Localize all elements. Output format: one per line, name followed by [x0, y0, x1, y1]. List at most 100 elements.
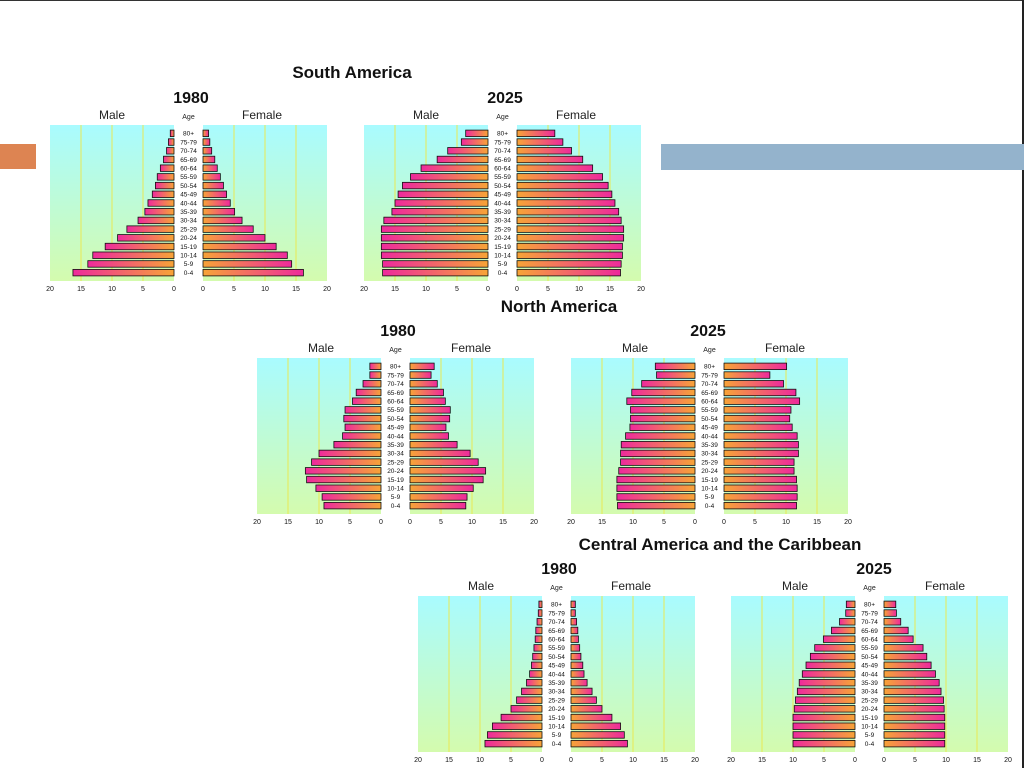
bar-male-40-44	[342, 432, 382, 440]
bar-male-20-24	[793, 705, 856, 713]
male-label: Male	[622, 341, 648, 355]
bar-male-5-9	[792, 731, 856, 739]
age-label: 40-44	[387, 433, 404, 440]
age-label: 70-74	[494, 148, 511, 155]
age-label: 75-79	[701, 372, 718, 379]
bar-female-80+	[883, 600, 897, 609]
age-label: 65-69	[701, 390, 718, 397]
age-label: 45-49	[861, 663, 878, 670]
bar-female-65-69	[409, 388, 444, 397]
x-tick-label: 10	[108, 286, 116, 293]
bar-male-45-49	[805, 661, 856, 669]
age-label: 20-24	[180, 235, 197, 242]
age-label: 50-54	[494, 183, 511, 190]
age-label: 40-44	[861, 671, 878, 678]
age-label: 5-9	[552, 732, 562, 739]
x-tick-label: 0	[408, 519, 412, 526]
bar-female-15-19	[202, 242, 277, 251]
bar-female-55-59	[516, 173, 603, 181]
bar-female-50-54	[516, 181, 609, 190]
region-title-north-america: North America	[501, 297, 618, 316]
age-label: 15-19	[494, 244, 511, 251]
bar-female-60-64	[723, 397, 801, 405]
x-tick-label: 20	[637, 286, 645, 293]
bar-male-70-74	[447, 147, 489, 155]
age-label: 0-4	[498, 270, 508, 277]
age-label: 0-4	[184, 270, 194, 277]
bar-female-35-39	[516, 208, 620, 216]
bar-female-0-4	[516, 268, 621, 277]
age-header: Age	[496, 114, 509, 121]
bar-male-55-59	[156, 173, 175, 181]
bar-female-75-79	[202, 138, 211, 146]
bar-female-35-39	[723, 441, 799, 449]
bar-female-30-34	[202, 216, 243, 225]
bar-female-20-24	[516, 234, 625, 242]
bar-male-30-34	[796, 687, 856, 696]
age-label: 30-34	[548, 689, 565, 696]
pyramid-central-america-and-the-caribbean-2025: 2025 Male Female Age 0-4 5-910-14 15-19 20-24 25…	[727, 561, 1012, 764]
age-label: 30-34	[494, 218, 511, 225]
age-label: 75-79	[180, 139, 197, 146]
age-label: 15-19	[861, 715, 878, 722]
age-label: 75-79	[494, 139, 511, 146]
bar-female-50-54	[570, 652, 582, 661]
age-label: 65-69	[494, 157, 511, 164]
bar-male-30-34	[137, 216, 175, 225]
x-tick-label: 5	[913, 757, 917, 764]
bar-female-45-49	[723, 423, 793, 431]
bar-male-60-64	[534, 635, 543, 643]
age-label: 45-49	[180, 192, 197, 199]
age-label: 10-14	[861, 724, 878, 731]
x-tick-label: 0	[853, 757, 857, 764]
bar-female-10-14	[570, 722, 621, 730]
bar-female-40-44	[516, 199, 616, 207]
x-tick-label: 20	[691, 757, 699, 764]
x-tick-label: 0	[569, 757, 573, 764]
bar-female-65-69	[723, 388, 797, 397]
bar-male-35-39	[333, 441, 382, 449]
bar-female-25-29	[723, 458, 795, 466]
bar-male-30-34	[383, 216, 489, 225]
age-label: 20-24	[701, 468, 718, 475]
bar-male-60-64	[159, 164, 175, 172]
female-label: Female	[611, 579, 651, 593]
accent-bar-right	[661, 144, 1024, 170]
bar-female-60-64	[570, 635, 579, 643]
bar-female-40-44	[723, 432, 798, 440]
x-tick-label: 10	[468, 519, 476, 526]
x-tick-label: 20	[530, 519, 538, 526]
age-label: 5-9	[865, 732, 875, 739]
x-tick-label: 10	[422, 286, 430, 293]
bar-female-25-29	[516, 225, 625, 233]
age-label: 80+	[864, 602, 875, 609]
bar-male-0-4	[484, 739, 543, 748]
bar-female-10-14	[516, 251, 623, 259]
bar-female-60-64	[883, 635, 914, 643]
age-label: 20-24	[387, 468, 404, 475]
bar-female-45-49	[570, 661, 584, 669]
male-label: Male	[468, 579, 494, 593]
bar-female-45-49	[516, 190, 613, 198]
x-tick-label: 10	[476, 757, 484, 764]
bar-male-20-24	[510, 705, 543, 713]
bar-male-65-69	[535, 626, 543, 635]
bar-female-35-39	[202, 208, 236, 216]
x-tick-label: 15	[758, 757, 766, 764]
x-tick-label: 20	[727, 757, 735, 764]
bar-male-60-64	[822, 635, 856, 643]
x-tick-label: 15	[499, 519, 507, 526]
bar-male-40-44	[801, 670, 856, 678]
age-label: 0-4	[705, 503, 715, 510]
bar-male-75-79	[168, 138, 175, 146]
bar-male-40-44	[394, 199, 489, 207]
age-label: 55-59	[701, 407, 718, 414]
x-tick-label: 15	[77, 286, 85, 293]
age-header: Age	[863, 585, 876, 592]
bar-male-20-24	[618, 467, 696, 475]
bar-male-40-44	[625, 432, 696, 440]
bar-female-10-14	[883, 722, 946, 730]
bar-male-50-54	[809, 652, 856, 661]
bar-male-10-14	[315, 484, 382, 492]
